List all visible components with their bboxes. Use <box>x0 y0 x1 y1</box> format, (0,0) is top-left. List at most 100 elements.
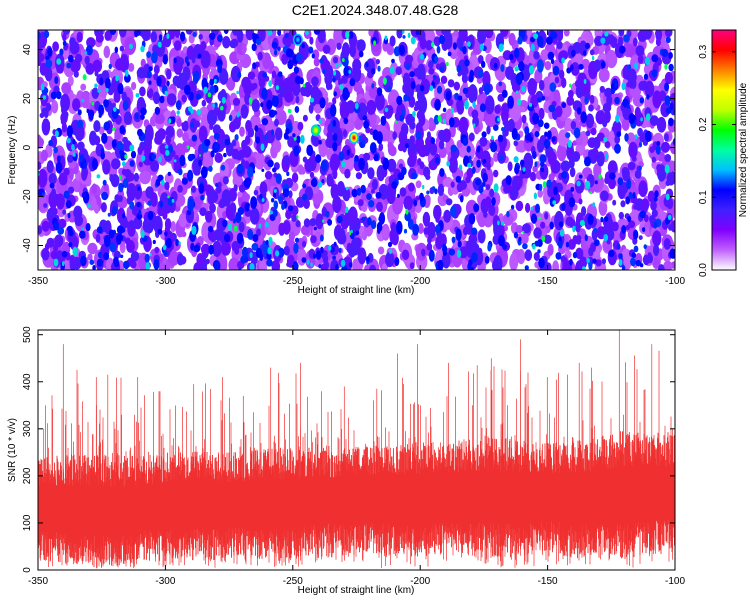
heatmap-blob <box>561 57 565 64</box>
heatmap-y-label: Frequency (Hz) <box>7 116 18 185</box>
heatmap-blob <box>583 78 587 84</box>
heatmap-blob <box>309 218 317 227</box>
heatmap-blob <box>456 140 463 149</box>
heatmap-blob <box>193 70 200 83</box>
heatmap-blob <box>76 31 83 43</box>
heatmap-blob <box>539 154 547 164</box>
heatmap-blob <box>98 251 103 259</box>
snr-y-label: SNR (10 * v/v) <box>7 418 18 482</box>
heatmap-blob <box>515 72 523 86</box>
heatmap-blob <box>181 94 187 103</box>
heatmap-blob <box>578 198 583 205</box>
heatmap-blob <box>147 200 152 206</box>
heatmap-blob <box>235 212 242 224</box>
heatmap-blob <box>600 61 606 69</box>
heatmap-blob <box>669 102 674 111</box>
heatmap-blob <box>348 206 358 225</box>
heatmap-blob <box>376 165 386 182</box>
heatmap-blob <box>300 134 305 144</box>
heatmap-blob <box>565 216 574 227</box>
heatmap-blob <box>38 225 43 235</box>
heatmap-blob <box>306 144 314 156</box>
heatmap-blob <box>340 219 349 230</box>
heatmap-blob <box>668 117 674 127</box>
heatmap-blob <box>55 161 63 174</box>
heatmap-blob <box>294 237 300 243</box>
heatmap-blob <box>370 220 377 230</box>
heatmap-blob <box>214 260 221 270</box>
heatmap-blob <box>333 30 345 47</box>
heatmap-blob <box>355 230 360 236</box>
heatmap-blob <box>640 117 643 122</box>
heatmap-blob <box>349 44 357 58</box>
heatmap-blob <box>458 164 463 171</box>
heatmap-blob <box>164 231 168 237</box>
heatmap-blob <box>555 252 562 260</box>
heatmap-blob <box>183 120 189 131</box>
heatmap-blob <box>651 54 659 63</box>
heatmap-blob <box>655 30 663 42</box>
heatmap-blob <box>584 42 591 50</box>
heatmap-blob <box>466 145 471 153</box>
heatmap-blob <box>632 37 638 47</box>
heatmap-blob <box>481 131 487 138</box>
heatmap-blob <box>167 171 172 176</box>
heatmap-blob <box>665 36 671 44</box>
heatmap-blob <box>118 30 127 38</box>
heatmap-blob <box>660 141 671 153</box>
heatmap-blob <box>533 81 538 88</box>
heatmap-blob <box>421 184 425 190</box>
heatmap-blob <box>133 172 140 182</box>
heatmap-blob <box>620 200 626 208</box>
heatmap-blob <box>578 174 583 179</box>
heatmap-blob <box>569 83 572 88</box>
heatmap-blob <box>258 223 262 229</box>
heatmap-blob <box>402 72 411 88</box>
heatmap-blob <box>317 30 326 44</box>
heatmap-blob <box>309 97 315 103</box>
heatmap-blob <box>151 153 157 160</box>
heatmap-blob <box>479 136 488 147</box>
heatmap-blob <box>412 223 419 236</box>
heatmap-blob <box>486 125 491 135</box>
heatmap-blob <box>140 45 145 53</box>
heatmap-blob <box>275 127 283 141</box>
heatmap-blob <box>455 228 462 241</box>
heatmap-blob <box>267 218 280 236</box>
heatmap-blob <box>371 83 375 89</box>
heatmap-blob <box>296 53 303 62</box>
heatmap-blob <box>51 100 59 114</box>
heatmap-blob <box>557 143 567 162</box>
heatmap-blob <box>191 134 198 142</box>
heatmap-blob <box>285 48 293 58</box>
heatmap-blob <box>178 168 183 176</box>
heatmap-blob <box>410 36 416 45</box>
heatmap-blob <box>538 216 541 220</box>
heatmap-blob <box>236 112 240 118</box>
x-tick-label: -350 <box>28 576 48 587</box>
heatmap-blob <box>313 30 320 35</box>
heatmap-blob <box>514 47 520 59</box>
heatmap-blob <box>61 261 65 267</box>
heatmap-blob <box>297 121 304 131</box>
heatmap-blob <box>619 253 623 260</box>
heatmap-blob <box>332 56 339 64</box>
heatmap-blob <box>325 80 331 91</box>
heatmap-blob <box>257 51 263 61</box>
heatmap-blob <box>476 159 481 168</box>
heatmap-blob <box>284 76 295 93</box>
heatmap-blob <box>103 121 111 131</box>
heatmap-blob <box>398 44 405 56</box>
heatmap-blob <box>224 138 231 146</box>
heatmap-blob <box>54 76 59 84</box>
heatmap-blob <box>119 214 128 230</box>
heatmap-blob <box>501 127 505 132</box>
heatmap-blob <box>81 227 85 231</box>
heatmap-blob <box>208 244 215 255</box>
heatmap-blob <box>38 168 48 188</box>
heatmap-blob <box>104 234 111 248</box>
heatmap-blob <box>139 170 151 185</box>
heatmap-blob <box>129 201 135 210</box>
heatmap-blob <box>510 204 515 210</box>
